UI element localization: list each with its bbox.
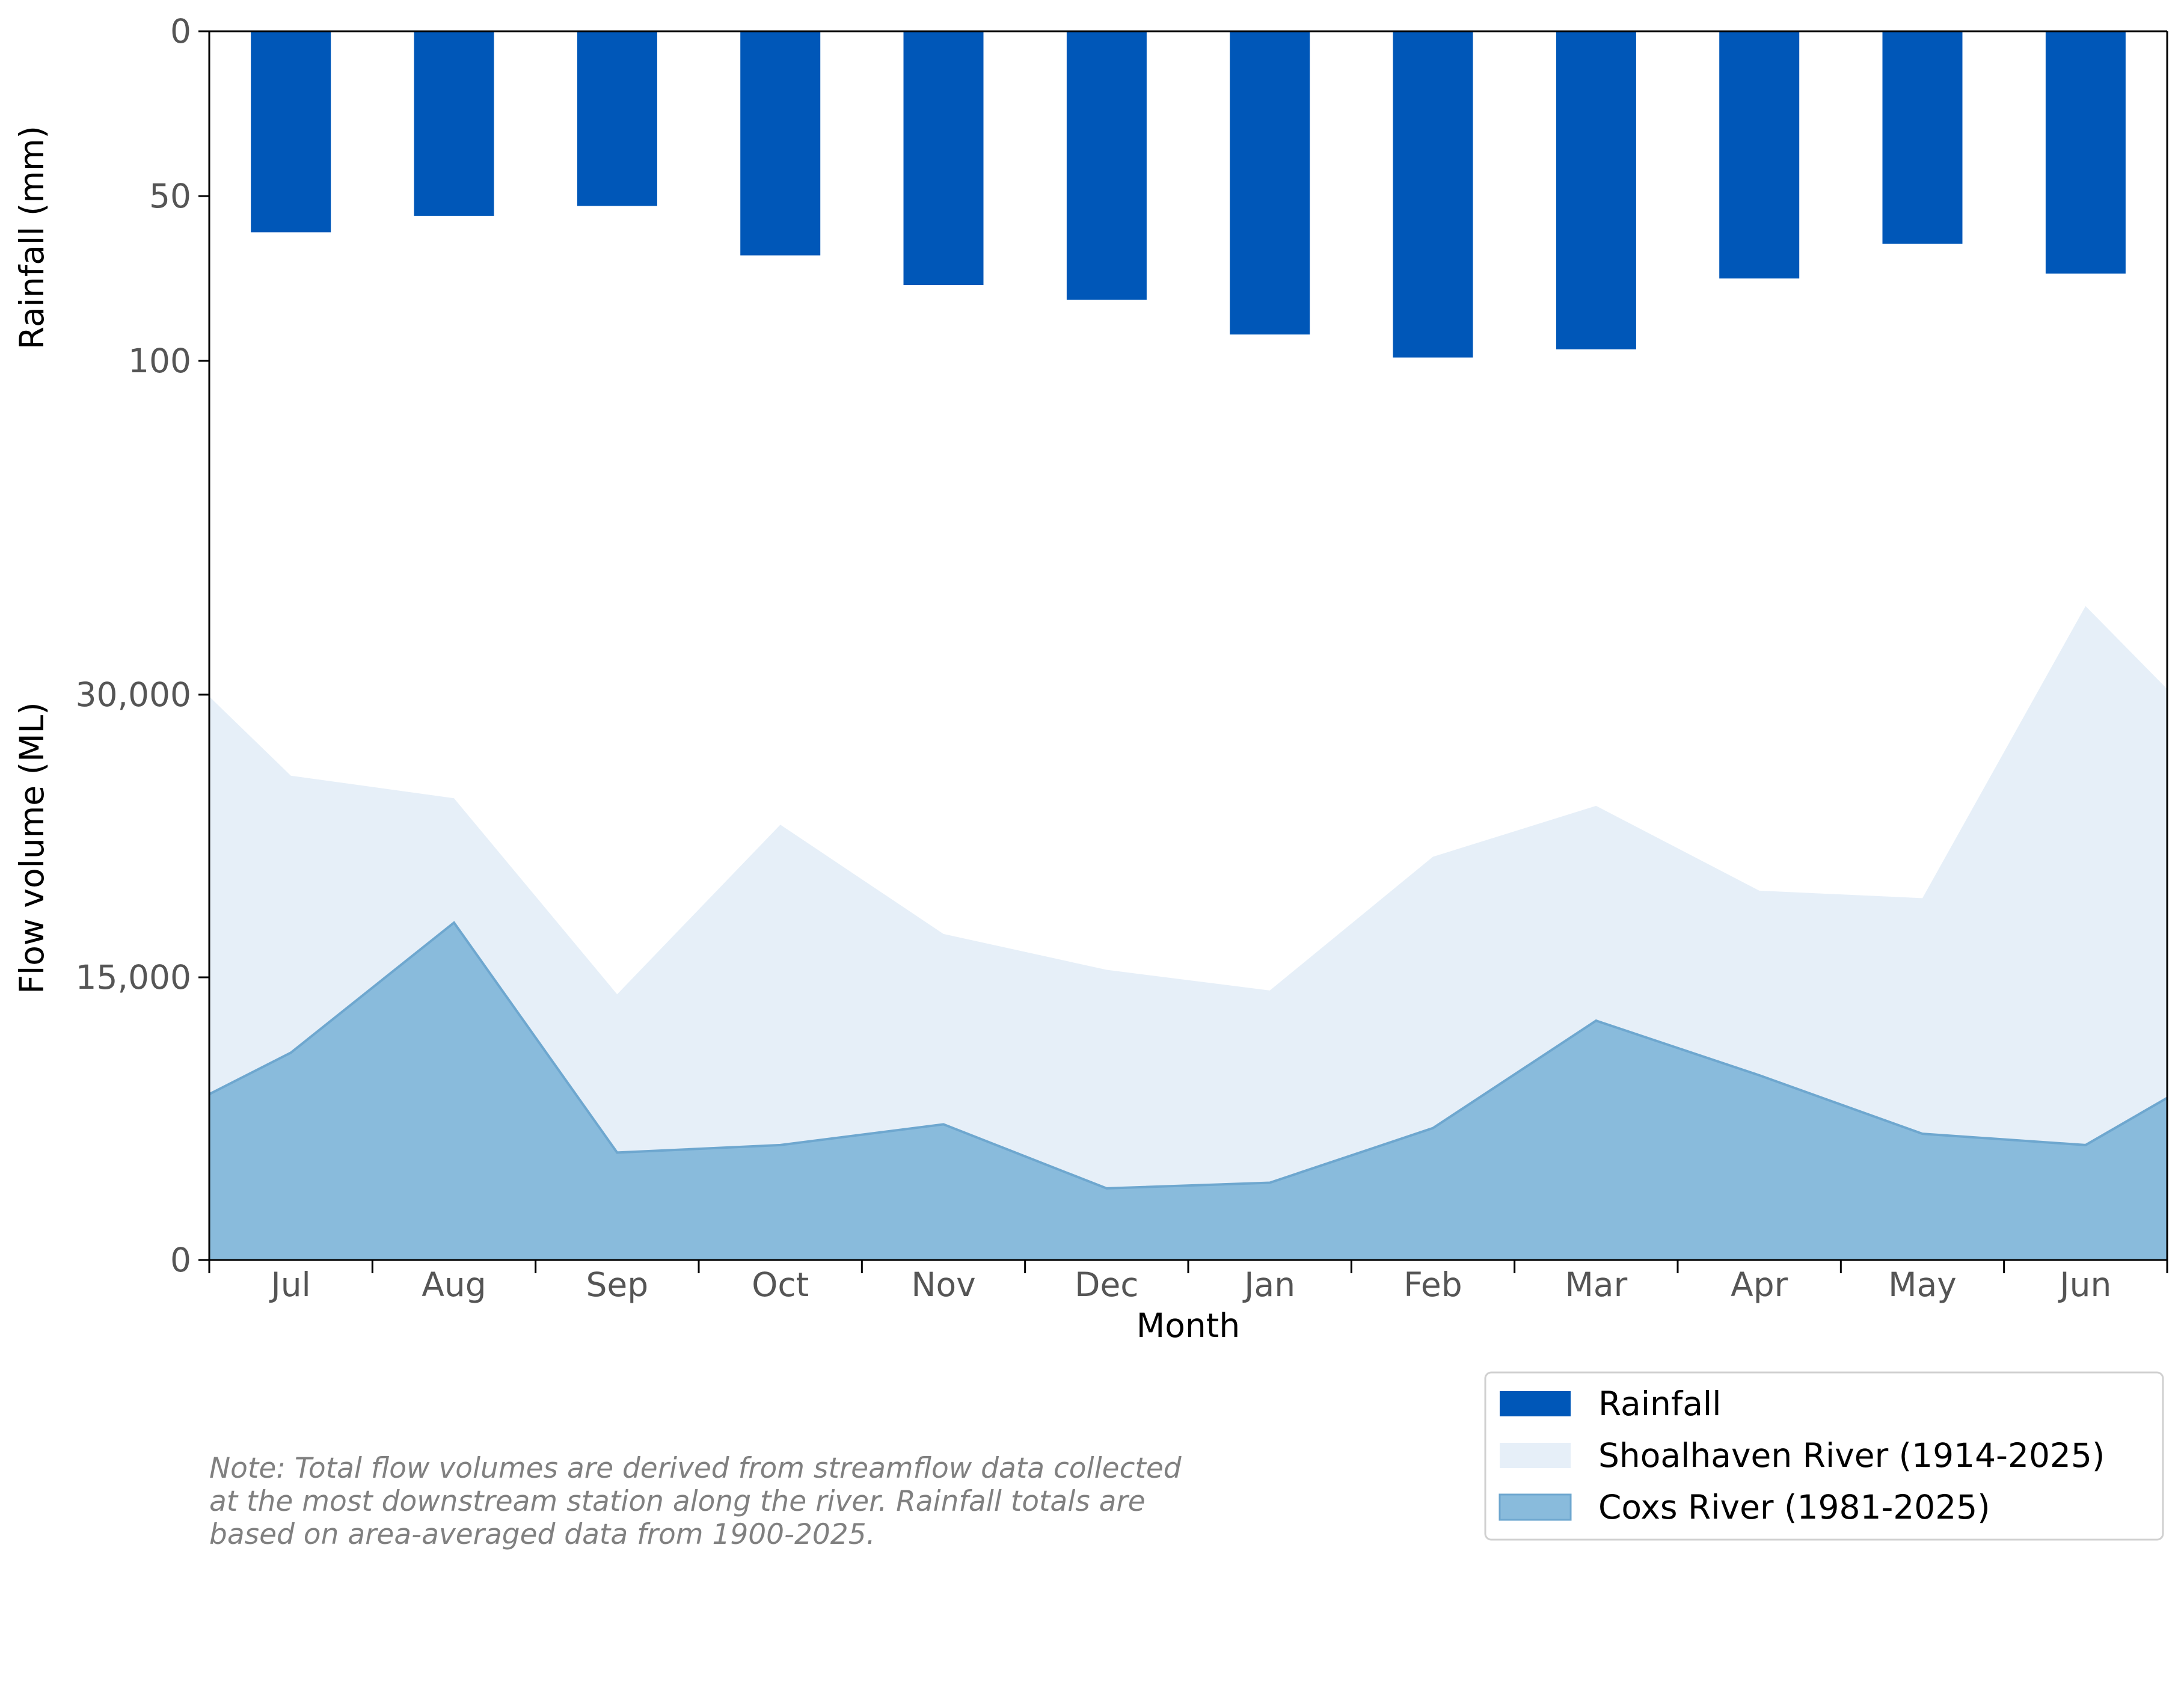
x-tick-label-sep: Sep [586,1265,648,1304]
rainfall-bar-apr [1719,31,1800,278]
x-tick-label-feb: Feb [1403,1265,1462,1304]
rainfall-axis-title: Rainfall (mm) [13,126,51,349]
rainfall-bar-jul [251,31,331,233]
flow-ytick-label: 30,000 [76,675,191,714]
x-tick-label-apr: Apr [1731,1265,1788,1304]
x-axis-title: Month [1136,1306,1240,1345]
note-line-2: at the most downstream station along the… [209,1485,1146,1518]
x-tick-label-dec: Dec [1075,1265,1138,1304]
flow-axis-title: Flow volume (ML) [13,702,51,994]
legend-label-rainfall: Rainfall [1598,1384,1721,1423]
rainfall-bar-mar [1556,31,1636,349]
x-tick-label-mar: Mar [1565,1265,1627,1304]
note: Note: Total flow volumes are derived fro… [209,1452,1182,1551]
rain-ytick-label: 0 [170,12,191,51]
x-tick-label-aug: Aug [422,1265,486,1304]
x-tick-label-may: May [1888,1265,1957,1304]
legend-swatch-shoalhaven [1500,1443,1571,1468]
x-tick-label-jan: Jan [1242,1265,1295,1304]
x-tick-label-jun: Jun [2058,1265,2111,1304]
legend-frame [1484,1371,2164,1541]
x-tick-label-oct: Oct [752,1265,809,1304]
rainfall-bar-sep [577,31,657,206]
ticks: 0 50 100 0 15,000 30,000 Jul Aug Sep Oct Nov Dec Jan… [76,12,2168,1304]
flow-areas [209,606,2168,1261]
rainfall-bar-aug [414,31,494,216]
legend-swatch-coxs [1498,1493,1572,1521]
flow-ytick-label: 0 [170,1241,191,1279]
rainfall-bar-may [1882,31,1963,244]
rain-ytick-label: 50 [149,177,191,215]
rain-ytick-label: 100 [128,342,191,380]
coxs-area-line [209,921,2168,1190]
note-line-1: Note: Total flow volumes are derived fro… [209,1452,1182,1485]
legend: Rainfall Shoalhaven River (1914-2025) Co… [1484,1371,2164,1541]
x-tick-label-nov: Nov [911,1265,975,1304]
rainfall-bars [251,31,2126,358]
rainfall-bar-oct [740,31,821,256]
rainfall-bar-nov [903,31,984,285]
rainfall-bar-feb [1393,31,1473,358]
note-line-3: based on area-averaged data from 1900-20… [209,1518,876,1551]
legend-label-shoalhaven: Shoalhaven River (1914-2025) [1598,1436,2105,1475]
coxs-area [209,923,2167,1260]
legend-label-coxs: Coxs River (1981-2025) [1598,1488,1990,1526]
rainfall-bar-dec [1066,31,1147,300]
rainfall-bar-jan [1230,31,1310,335]
x-tick-label-jul: Jul [269,1265,310,1304]
legend-swatch-rainfall [1500,1391,1571,1416]
rainfall-bar-jun [2045,31,2126,274]
flow-ytick-label: 15,000 [76,958,191,997]
